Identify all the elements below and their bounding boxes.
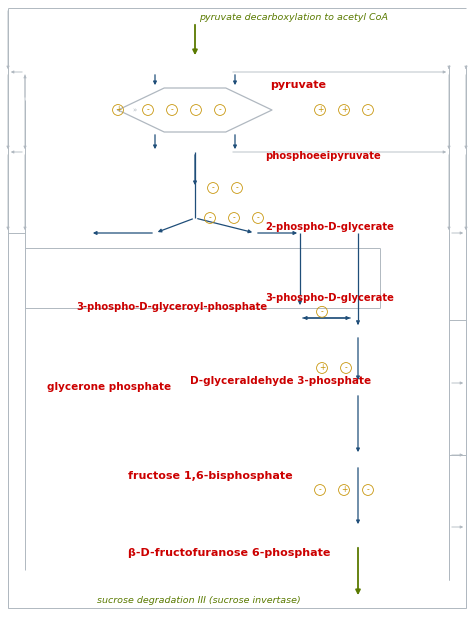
Text: glycerone phosphate: glycerone phosphate bbox=[47, 383, 172, 392]
Text: +: + bbox=[115, 106, 121, 114]
Text: +: + bbox=[341, 106, 347, 114]
Text: -: - bbox=[146, 106, 149, 114]
Text: -: - bbox=[366, 106, 369, 114]
Text: -: - bbox=[171, 106, 173, 114]
Text: pyruvate: pyruvate bbox=[271, 80, 327, 90]
Text: -: - bbox=[195, 106, 197, 114]
Text: 2-phospho-D-glycerate: 2-phospho-D-glycerate bbox=[265, 222, 394, 232]
Text: fructose 1,6-bisphosphate: fructose 1,6-bisphosphate bbox=[128, 471, 292, 481]
Text: -: - bbox=[256, 213, 259, 222]
Text: sucrose degradation III (sucrose invertase): sucrose degradation III (sucrose inverta… bbox=[97, 596, 301, 605]
Text: -: - bbox=[320, 307, 323, 316]
Text: 3-phospho-D-glycerate: 3-phospho-D-glycerate bbox=[265, 294, 394, 303]
Text: »: » bbox=[133, 107, 137, 113]
Text: -: - bbox=[233, 213, 236, 222]
Text: -: - bbox=[219, 106, 221, 114]
Text: -: - bbox=[209, 213, 211, 222]
Text: -: - bbox=[211, 184, 214, 192]
Text: -: - bbox=[366, 486, 369, 494]
Text: -: - bbox=[345, 363, 347, 373]
Text: -: - bbox=[236, 184, 238, 192]
Text: +: + bbox=[319, 363, 325, 373]
Text: pyruvate decarboxylation to acetyl CoA: pyruvate decarboxylation to acetyl CoA bbox=[200, 13, 388, 22]
Text: +: + bbox=[317, 106, 323, 114]
Text: -: - bbox=[319, 486, 321, 494]
Text: +: + bbox=[341, 486, 347, 494]
Text: phosphoееіpyruvate: phosphoееіpyruvate bbox=[265, 151, 381, 161]
Text: β-D-fructofuranose 6-phosphate: β-D-fructofuranose 6-phosphate bbox=[128, 548, 330, 558]
Text: D-glyceraldehyde 3-phosphate: D-glyceraldehyde 3-phosphate bbox=[190, 376, 371, 386]
Text: 3-phospho-D-glyceroyl-phosphate: 3-phospho-D-glyceroyl-phosphate bbox=[76, 302, 267, 311]
